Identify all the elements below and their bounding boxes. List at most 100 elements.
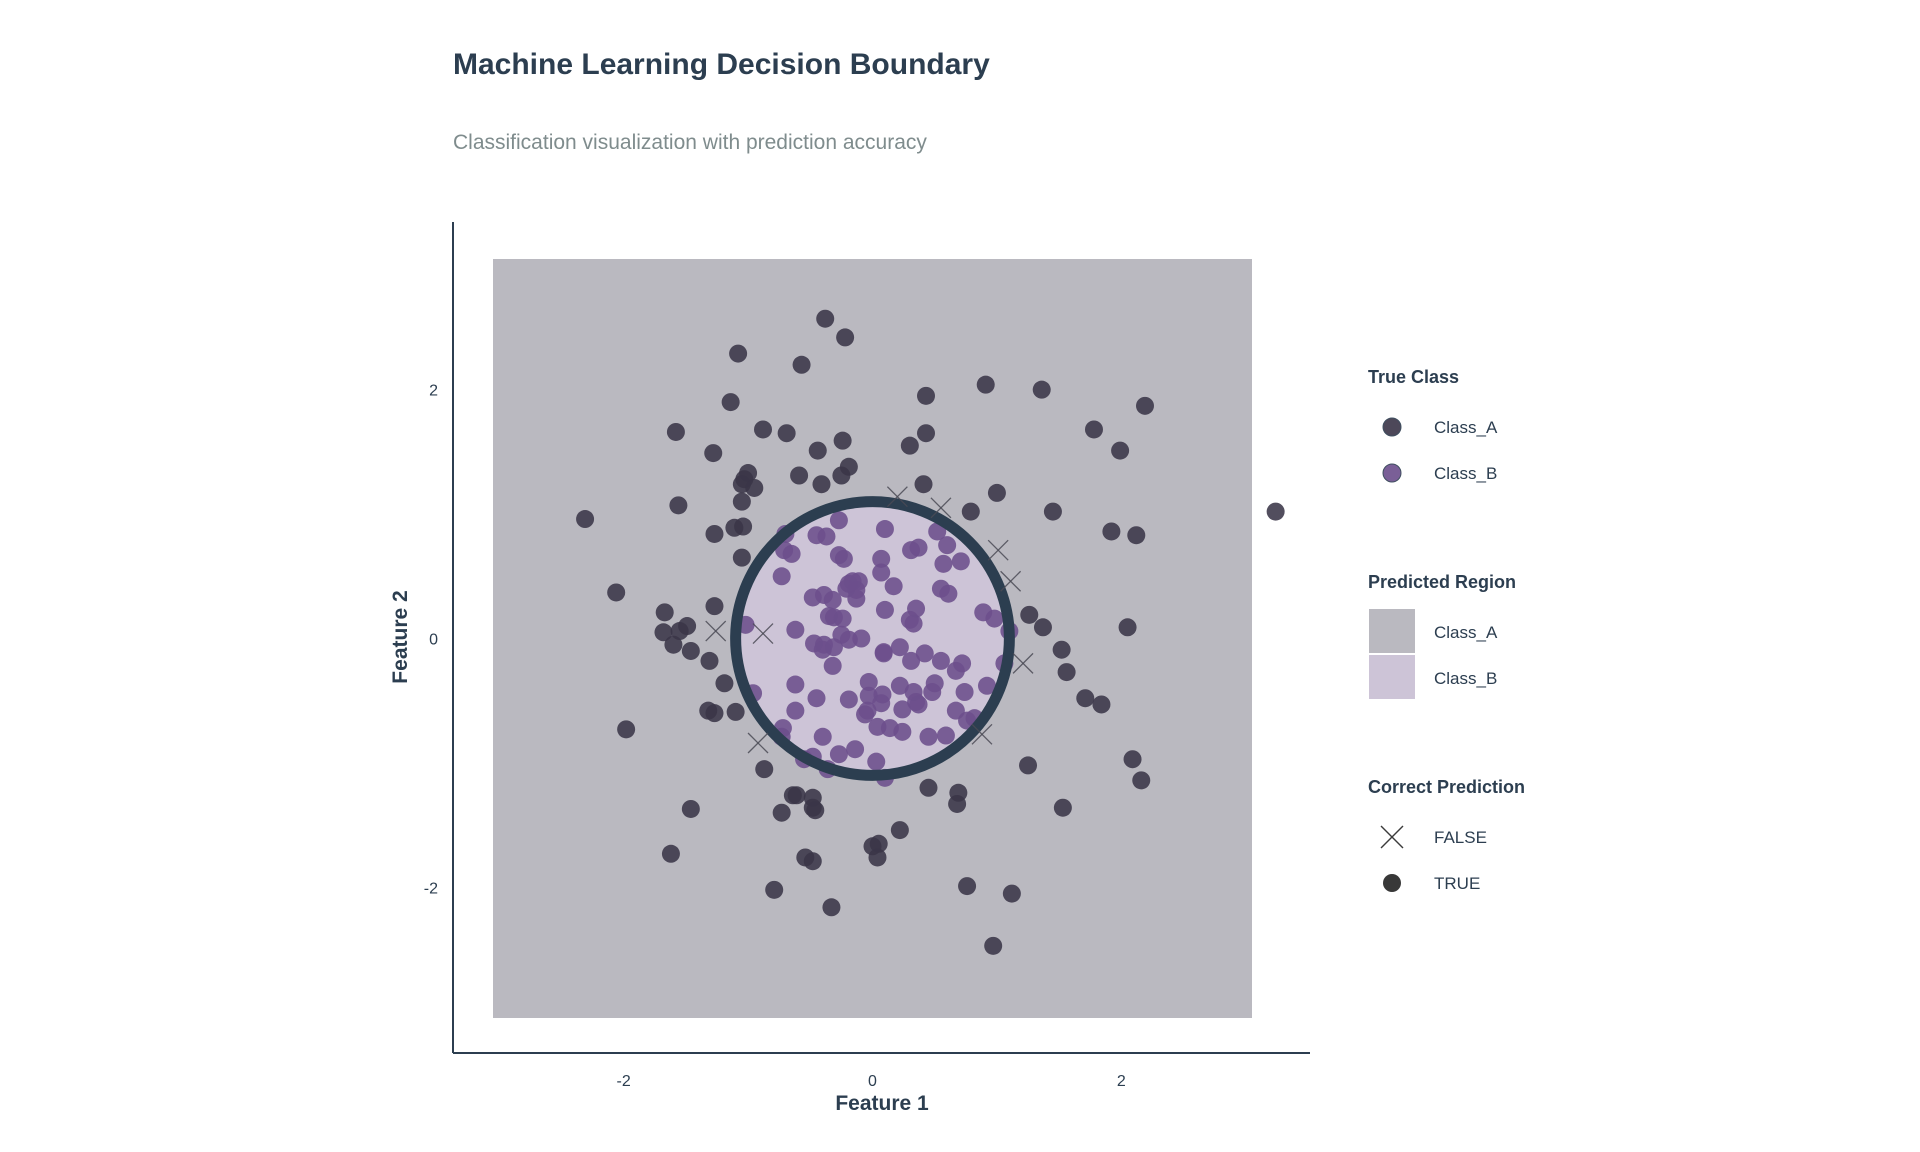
class-a-point xyxy=(681,799,700,818)
class-a-point xyxy=(836,328,855,347)
class-a-point xyxy=(732,548,751,567)
class-b-point xyxy=(884,577,903,596)
x-tick-label: -2 xyxy=(617,1073,631,1090)
class-a-point xyxy=(1019,756,1038,775)
misclassified-x-marker xyxy=(705,620,727,642)
class-b-point xyxy=(859,673,878,692)
class-a-point xyxy=(948,794,967,813)
class-a-point xyxy=(700,651,719,670)
class-a-point xyxy=(755,760,774,779)
class-b-point xyxy=(915,644,934,663)
class-a-point xyxy=(1053,798,1072,817)
y-tick-label: -2 xyxy=(424,880,438,897)
class-a-point xyxy=(705,524,724,543)
misclassified-x-marker xyxy=(971,723,993,745)
class-b-point xyxy=(834,549,853,568)
class-a-point xyxy=(765,880,784,899)
class-a-point xyxy=(919,778,938,797)
class-a-point xyxy=(607,583,626,602)
class-a-point xyxy=(822,898,841,917)
class-a-point xyxy=(664,635,683,654)
legend-swatch-true-dot xyxy=(1383,874,1401,892)
class-b-point xyxy=(833,609,852,628)
class-a-point xyxy=(670,622,689,641)
class-b-point xyxy=(829,745,848,764)
legend-label-region-class-a: Class_A xyxy=(1434,623,1498,642)
class-b-point xyxy=(846,740,865,759)
class-b-point xyxy=(902,651,921,670)
class-a-point xyxy=(1132,771,1151,790)
class-a-point xyxy=(1002,884,1021,903)
class-b-point xyxy=(782,544,801,563)
legend-label-true-class-b: Class_B xyxy=(1434,464,1497,483)
class-a-point xyxy=(1102,522,1121,541)
class-b-point xyxy=(829,511,848,530)
class-a-point xyxy=(669,496,688,515)
class-a-point xyxy=(792,355,811,374)
class-b-point xyxy=(839,690,858,709)
class-a-point xyxy=(1123,750,1142,769)
class-b-point xyxy=(985,609,1004,628)
class-a-point xyxy=(705,704,724,723)
decision-boundary xyxy=(730,496,1015,781)
class-b-point xyxy=(977,676,996,695)
class-b-point xyxy=(824,638,843,657)
class-b-point xyxy=(890,638,909,657)
class-b-point xyxy=(867,752,886,771)
class-a-point xyxy=(1084,420,1103,439)
legend-title-predicted-region: Predicted Region xyxy=(1368,572,1516,592)
class-a-point xyxy=(1033,618,1052,637)
class-a-point xyxy=(1266,502,1285,521)
class-a-point xyxy=(790,466,809,485)
misclassified-x-marker xyxy=(930,497,952,519)
class-a-point xyxy=(961,502,980,521)
class-a-point xyxy=(576,510,595,529)
plot-area xyxy=(493,259,1285,1018)
chart-title: Machine Learning Decision Boundary xyxy=(453,48,990,81)
class-a-point xyxy=(777,424,796,443)
class-a-point xyxy=(958,877,977,896)
class-a-points xyxy=(576,309,1285,955)
class-a-point xyxy=(772,803,791,822)
class-b-point xyxy=(786,675,805,694)
class-b-point xyxy=(919,727,938,746)
class-b-point xyxy=(951,552,970,571)
class-b-point xyxy=(874,644,893,663)
class-b-point xyxy=(875,600,894,619)
class-a-point xyxy=(832,466,851,485)
y-axis-ticks: 2 0 -2 xyxy=(424,383,438,898)
class-a-point xyxy=(976,375,995,394)
class-a-point xyxy=(1043,502,1062,521)
class-b-point xyxy=(953,654,972,673)
class-a-point xyxy=(745,478,764,497)
class-b-point xyxy=(902,541,921,560)
class-a-point xyxy=(1111,441,1130,460)
y-axis-label: Feature 2 xyxy=(389,590,412,683)
class-a-point xyxy=(1092,695,1111,714)
legend-swatch-true-class-b xyxy=(1382,463,1402,483)
legend-label-false: FALSE xyxy=(1434,828,1487,847)
misclassified-markers xyxy=(705,486,1034,754)
class-a-point xyxy=(833,431,852,450)
class-b-point xyxy=(772,567,791,586)
class-a-point xyxy=(1118,618,1137,637)
misclassified-x-marker xyxy=(886,486,908,508)
class-a-point xyxy=(868,848,887,867)
class-b-point xyxy=(872,694,891,713)
class-b-point xyxy=(890,676,909,695)
legend-title-true-class: True Class xyxy=(1368,367,1459,387)
class-a-point xyxy=(1076,689,1095,708)
legend-true-class: True Class Class_A Class_B xyxy=(1368,367,1498,483)
misclassified-x-marker xyxy=(747,732,769,754)
class-b-point xyxy=(847,589,866,608)
class-b-point xyxy=(934,554,953,573)
class-b-point xyxy=(938,536,957,555)
class-a-point xyxy=(721,393,740,412)
class-b-point xyxy=(925,674,944,693)
class-b-point xyxy=(823,656,842,675)
class-a-point xyxy=(654,623,673,642)
chart-subtitle: Classification visualization with predic… xyxy=(453,131,927,154)
class-a-point xyxy=(917,424,936,443)
misclassified-x-marker xyxy=(987,539,1009,561)
